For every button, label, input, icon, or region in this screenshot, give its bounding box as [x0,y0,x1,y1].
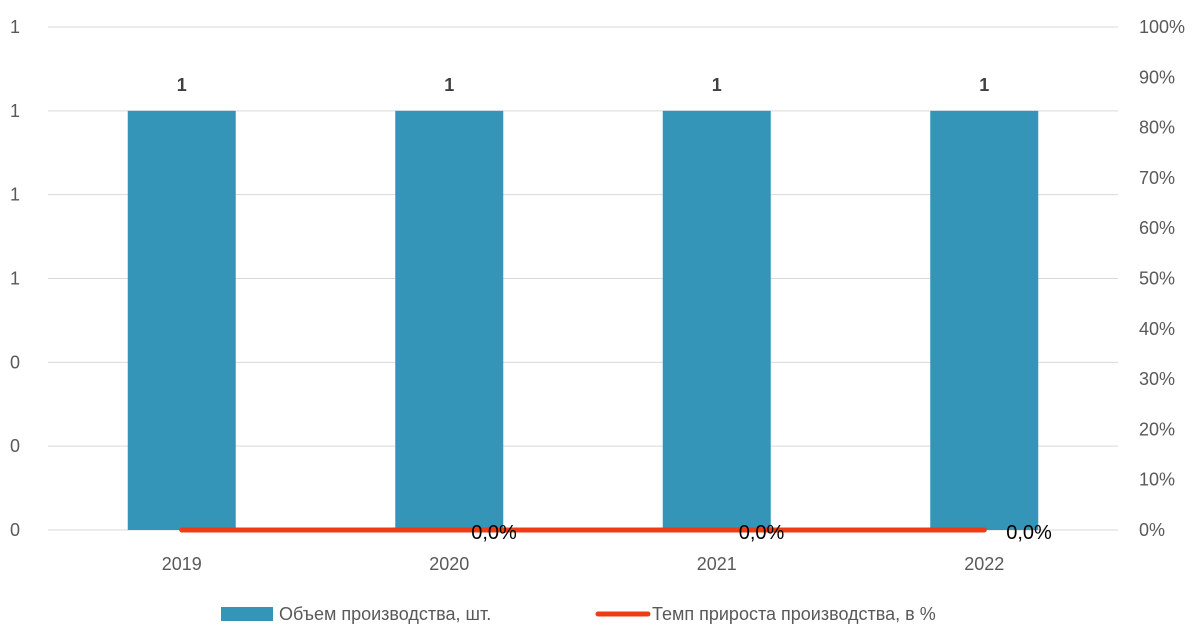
bar [930,110,1039,530]
x-axis-category-label: 2022 [964,554,1004,574]
right-axis-tick-label: 30% [1139,369,1175,389]
right-axis-tick-label: 40% [1139,319,1175,339]
left-axis-tick-label: 0 [10,436,20,456]
line-data-label: 0,0% [739,522,785,544]
left-axis-tick-label: 0 [10,520,20,540]
legend-label-bar: Объем производства, шт. [279,604,491,624]
right-axis-tick-label: 100% [1139,17,1185,37]
bar [662,110,771,530]
bar [127,110,236,530]
right-axis-tick-label: 90% [1139,67,1175,87]
left-axis-tick-label: 0 [10,352,20,372]
x-axis-category-label: 2020 [429,554,469,574]
line-point [179,528,184,532]
right-axis-tick-label: 80% [1139,118,1175,138]
bar-data-label: 1 [177,75,187,95]
right-axis-tick-label: 0% [1139,520,1165,540]
bar-data-label: 1 [712,75,722,95]
right-axis-tick-label: 20% [1139,419,1175,439]
bar-data-label: 1 [444,75,454,95]
x-axis-category-label: 2019 [162,554,202,574]
legend-label-line: Темп прироста производства, в % [652,604,936,624]
left-axis-tick-label: 1 [10,101,20,121]
right-axis-tick-label: 10% [1139,470,1175,490]
left-axis-tick-label: 1 [10,17,20,37]
line-point [982,528,987,532]
line-point [714,528,719,532]
bar-data-label: 1 [979,75,989,95]
bar [395,110,504,530]
x-axis-category-label: 2021 [697,554,737,574]
right-axis-tick-label: 50% [1139,269,1175,289]
left-axis-tick-label: 1 [10,269,20,289]
left-axis-tick-label: 1 [10,185,20,205]
legend-swatch-bar [221,607,273,621]
line-data-label: 0,0% [1006,522,1052,544]
line-data-label: 0,0% [471,522,517,544]
right-axis-tick-label: 60% [1139,218,1175,238]
line-point [447,528,452,532]
right-axis-tick-label: 70% [1139,168,1175,188]
